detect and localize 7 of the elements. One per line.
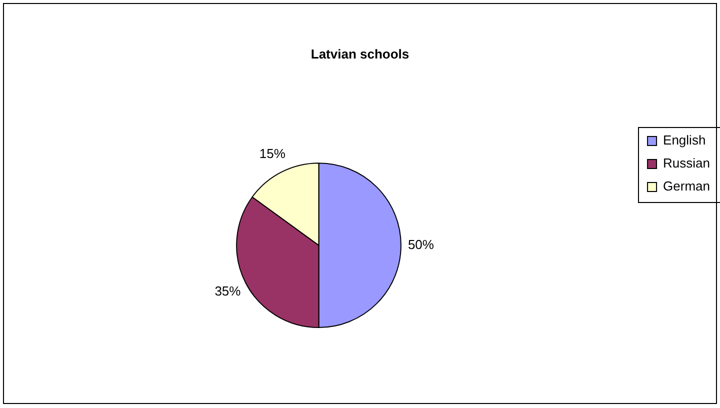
legend-label: German xyxy=(663,178,710,194)
data-label: 35% xyxy=(214,283,242,298)
legend-label: English xyxy=(663,132,706,148)
legend-label: Russian xyxy=(663,156,710,171)
data-label: 50% xyxy=(408,236,434,252)
chart-title: Latvian schools xyxy=(310,46,410,62)
data-label: 15% xyxy=(259,146,286,161)
